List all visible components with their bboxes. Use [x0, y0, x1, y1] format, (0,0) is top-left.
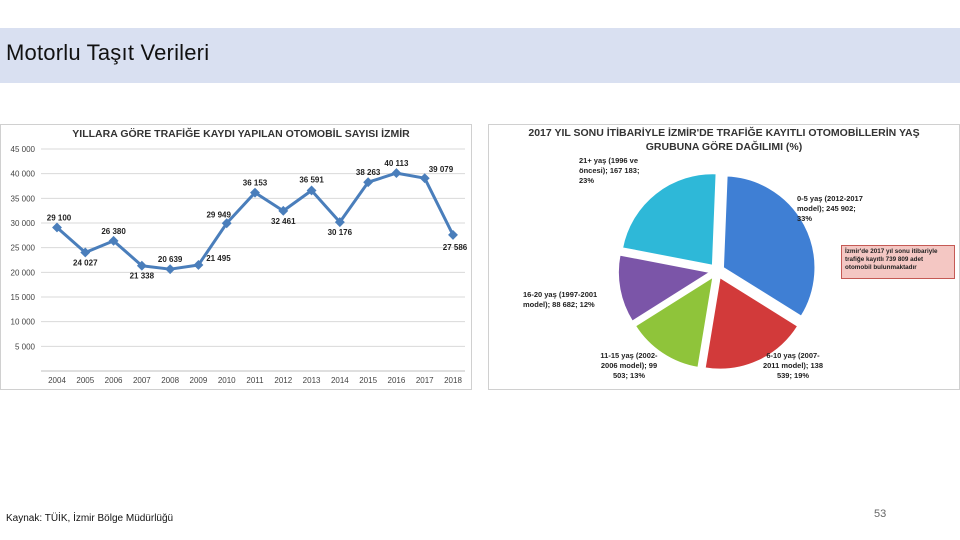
- data-label: 29 100: [47, 213, 72, 222]
- y-tick-label: 30 000: [11, 219, 36, 228]
- pie-slice-label: 503; 13%: [613, 371, 645, 380]
- data-point: [193, 260, 204, 270]
- x-tick-label: 2013: [303, 376, 321, 385]
- pie-slice-label: 539; 19%: [777, 371, 809, 380]
- line-chart-title: YILLARA GÖRE TRAFİĞE KAYDI YAPILAN OTOMO…: [72, 127, 410, 140]
- data-label: 38 263: [356, 168, 381, 177]
- y-tick-label: 15 000: [11, 293, 36, 302]
- data-point: [136, 260, 147, 271]
- page-number: 53: [874, 508, 887, 520]
- pie-slice: [722, 175, 816, 318]
- data-point: [419, 173, 430, 184]
- x-tick-label: 2005: [76, 376, 94, 385]
- pie-slice-label: 16-20 yaş (1997-2001: [523, 290, 597, 299]
- data-point: [448, 229, 458, 240]
- pie-slice-label: 6-10 yaş (2007-: [766, 351, 820, 360]
- data-label: 32 461: [271, 217, 296, 226]
- pie-slice-label: 11-15 yaş (2002-: [600, 351, 658, 360]
- data-label: 21 338: [130, 272, 155, 281]
- pie-chart-title-line2: GRUBUNA GÖRE DAĞILIMI (%): [646, 140, 803, 153]
- x-tick-label: 2017: [416, 376, 434, 385]
- x-tick-label: 2010: [218, 376, 236, 385]
- data-point: [221, 218, 232, 229]
- pie-slice-label: 0-5 yaş (2012-2017: [797, 194, 863, 203]
- x-tick-label: 2018: [444, 376, 462, 385]
- data-label: 39 079: [429, 165, 454, 174]
- pie-slice-label: öncesi); 167 183;: [579, 166, 639, 175]
- data-label: 27 586: [443, 243, 468, 252]
- x-tick-label: 2008: [161, 376, 179, 385]
- data-label: 21 495: [206, 254, 231, 263]
- pie-slice-label: 2011 model); 138: [763, 361, 823, 370]
- x-tick-label: 2004: [48, 376, 66, 385]
- x-tick-label: 2006: [105, 376, 123, 385]
- y-tick-label: 5 000: [15, 342, 36, 351]
- data-point: [52, 222, 62, 233]
- pie-slice: [617, 253, 713, 323]
- pie-slice-label: 23%: [579, 176, 594, 185]
- data-label: 20 639: [158, 255, 183, 264]
- pie-slice-label: 21+ yaş (1996 ve: [579, 156, 638, 165]
- y-tick-label: 25 000: [11, 244, 36, 253]
- pie-slice-label: 33%: [797, 214, 812, 223]
- pie-slice-label: 2006 model); 99: [601, 361, 657, 370]
- pie-slice-label: model); 245 902;: [797, 204, 856, 213]
- x-tick-label: 2012: [274, 376, 292, 385]
- x-tick-label: 2015: [359, 376, 377, 385]
- data-label: 24 027: [73, 258, 98, 267]
- data-point: [391, 168, 402, 179]
- pie-chart: 2017 YIL SONU İTİBARİYLE İZMİR'DE TRAFİĞ…: [523, 126, 920, 380]
- pie-slice-label: model); 88 682; 12%: [523, 300, 595, 309]
- title-bar: [0, 28, 960, 83]
- y-tick-label: 35 000: [11, 194, 36, 203]
- data-label: 30 176: [328, 228, 353, 237]
- line-chart: YILLARA GÖRE TRAFİĞE KAYDI YAPILAN OTOMO…: [11, 127, 468, 385]
- x-tick-label: 2007: [133, 376, 151, 385]
- pie-note: İzmir'de 2017 yıl sonu itibariyle trafiğ…: [841, 245, 955, 279]
- data-label: 36 591: [299, 175, 324, 184]
- data-label: 29 949: [206, 210, 231, 219]
- pie-chart-title-line1: 2017 YIL SONU İTİBARİYLE İZMİR'DE TRAFİĞ…: [528, 126, 919, 139]
- x-tick-label: 2014: [331, 376, 349, 385]
- data-label: 36 153: [243, 179, 268, 188]
- pie-slice: [704, 276, 799, 371]
- data-point: [250, 187, 260, 198]
- pie-slice: [621, 172, 718, 267]
- y-tick-label: 20 000: [11, 268, 36, 277]
- data-point: [80, 247, 91, 258]
- data-label: 40 113: [384, 159, 409, 168]
- data-point: [278, 205, 289, 216]
- source-text: Kaynak: TÜİK, İzmir Bölge Müdürlüğü: [6, 513, 174, 524]
- data-point: [165, 264, 176, 275]
- pie-chart-panel: 2017 YIL SONU İTİBARİYLE İZMİR'DE TRAFİĞ…: [488, 124, 960, 390]
- pie-slice: [634, 275, 715, 369]
- page-title: Motorlu Taşıt Verileri: [6, 40, 210, 65]
- x-tick-label: 2016: [388, 376, 406, 385]
- y-tick-label: 40 000: [11, 170, 36, 179]
- x-tick-label: 2009: [190, 376, 208, 385]
- data-point: [108, 235, 119, 246]
- data-label: 26 380: [101, 227, 126, 236]
- y-tick-label: 10 000: [11, 318, 36, 327]
- y-tick-label: 45 000: [11, 145, 36, 154]
- x-tick-label: 2011: [246, 376, 264, 385]
- line-chart-panel: YILLARA GÖRE TRAFİĞE KAYDI YAPILAN OTOMO…: [0, 124, 472, 390]
